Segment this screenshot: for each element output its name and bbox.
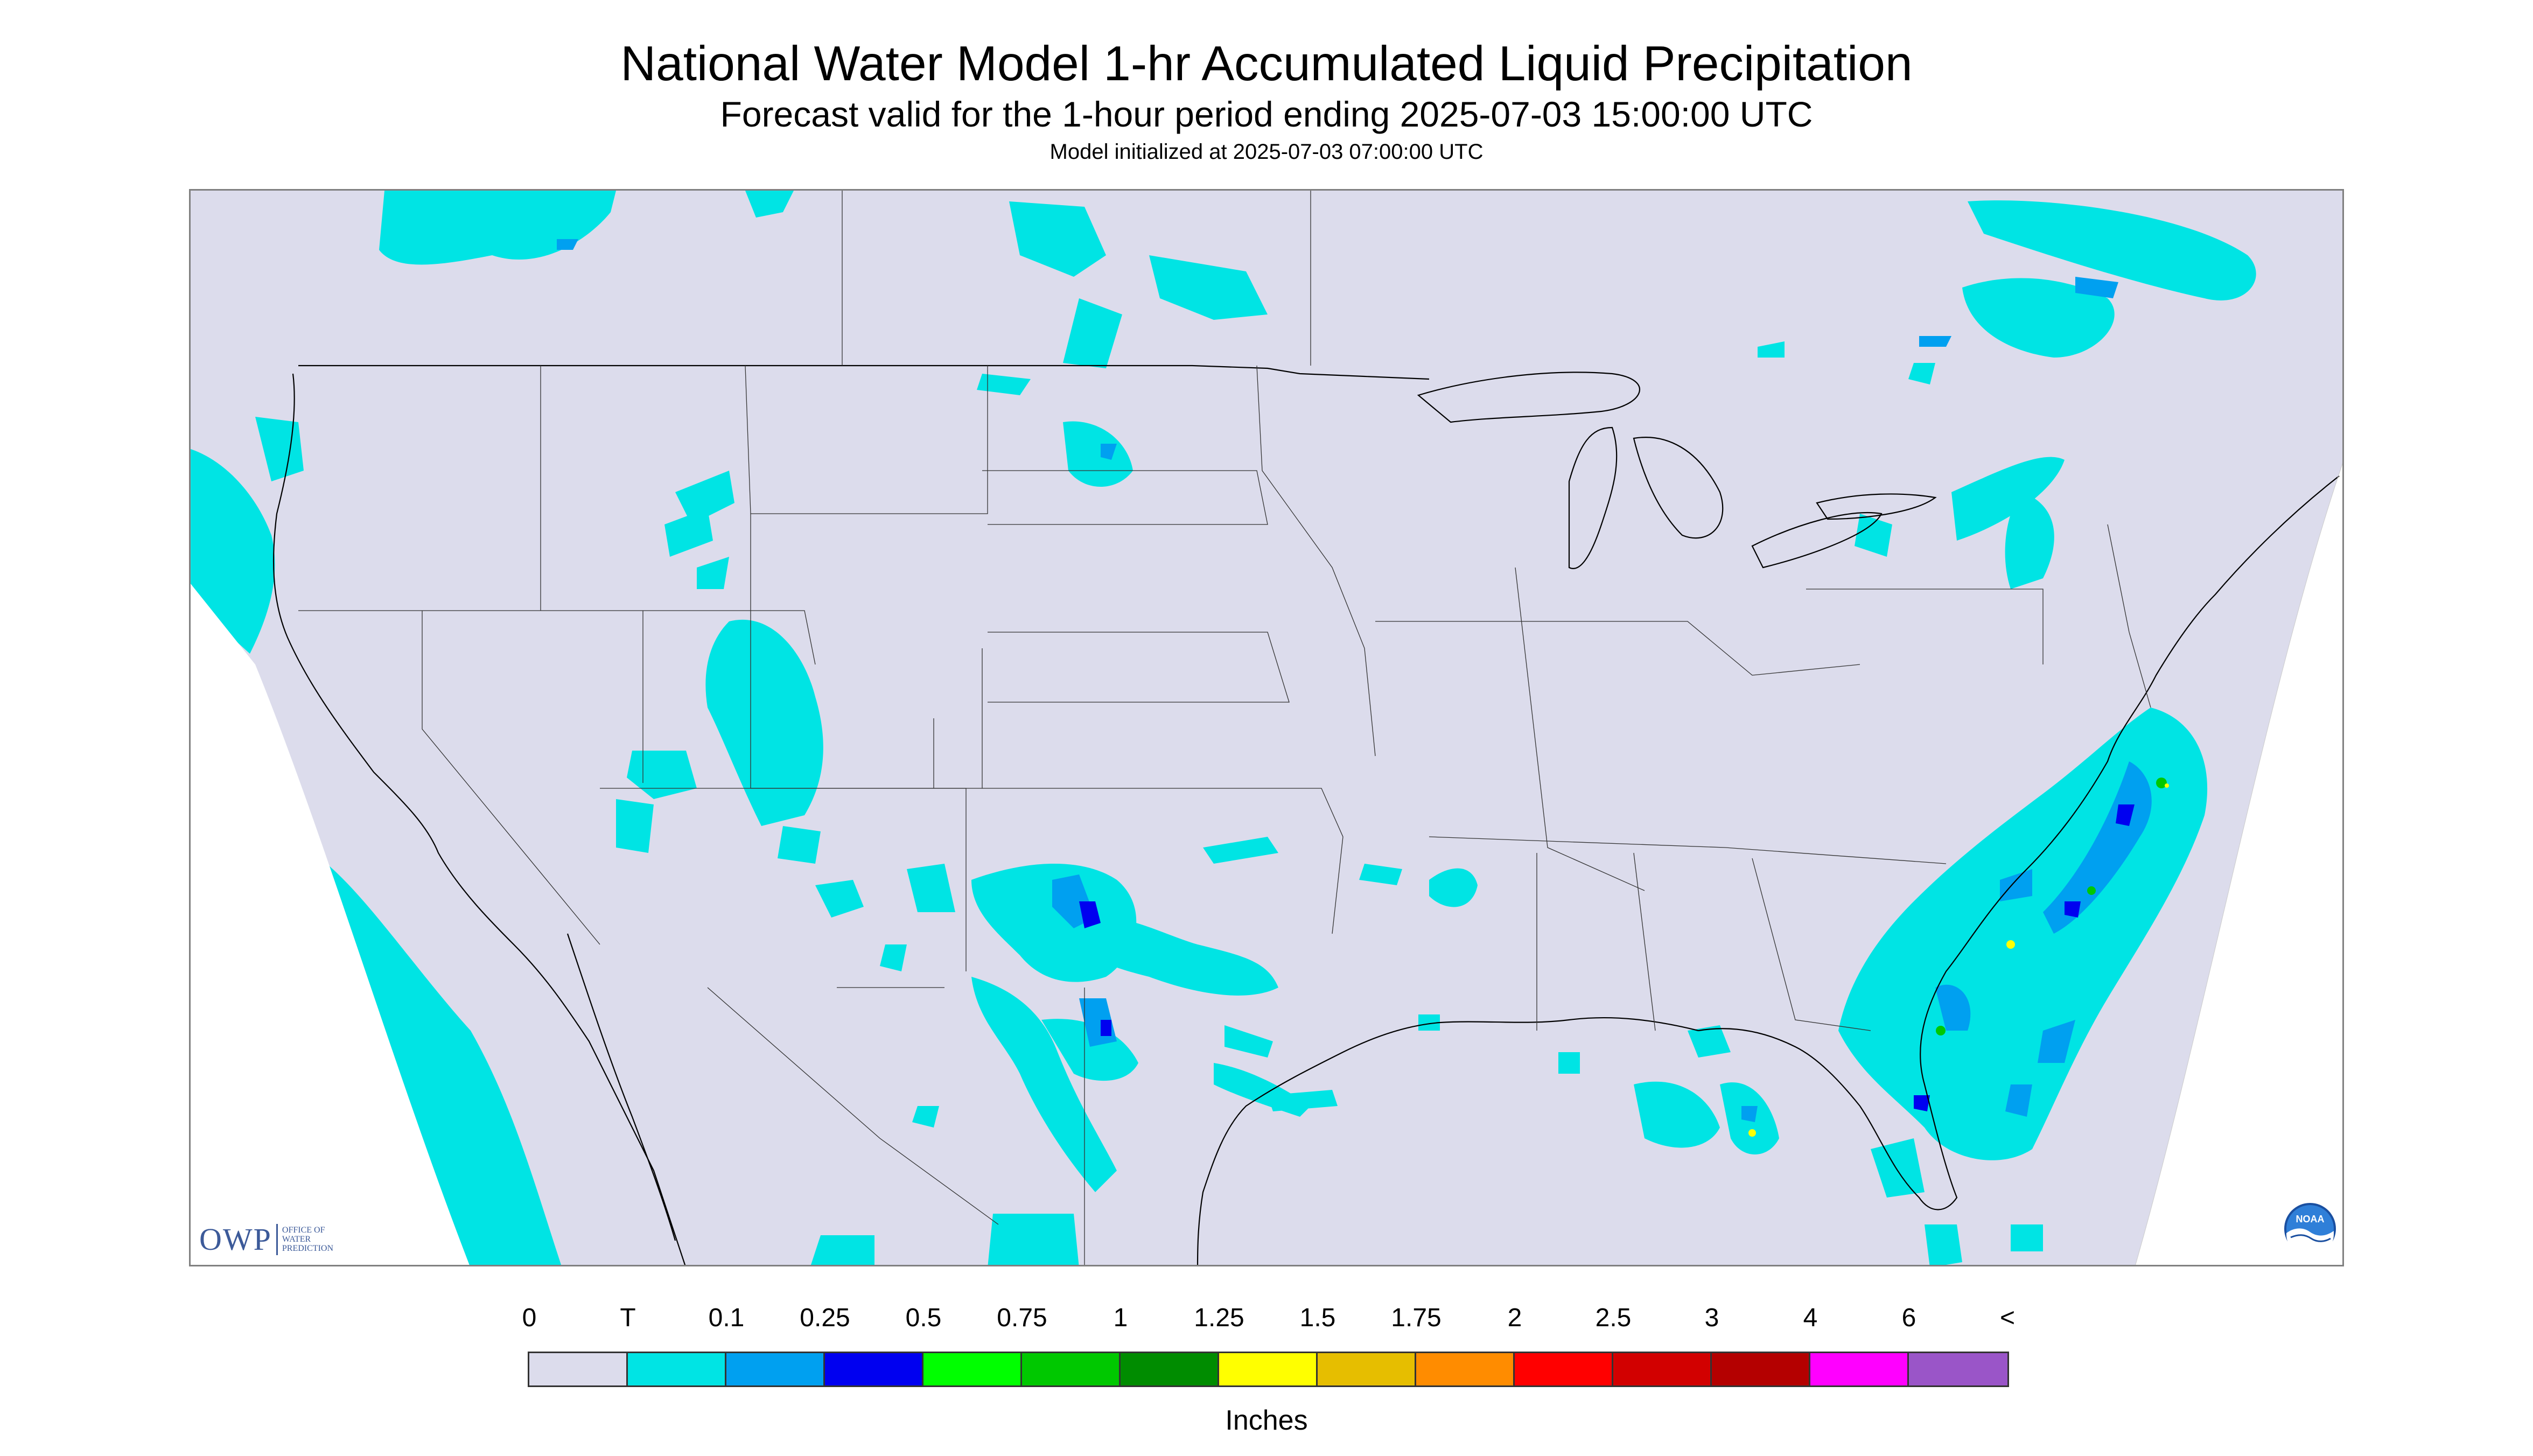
precipitation-map <box>189 189 2344 1266</box>
legend-swatch <box>1416 1353 1515 1385</box>
noaa-logo-text: NOAA <box>2296 1214 2325 1224</box>
legend-swatch <box>1909 1353 2007 1385</box>
legend-tick-label: 2.5 <box>1595 1304 1632 1332</box>
map-title: National Water Model 1-hr Accumulated Li… <box>620 37 1913 91</box>
legend-swatch <box>1712 1353 1810 1385</box>
legend-swatch <box>1121 1353 1219 1385</box>
noaa-logo: NOAA <box>2284 1203 2336 1256</box>
legend-units-label: Inches <box>1225 1405 1308 1436</box>
model-init-line: Model initialized at 2025-07-03 07:00:00… <box>1049 140 1484 164</box>
owp-logo-text: OFFICE OF WATER PREDICTION <box>282 1226 333 1253</box>
owp-logo-divider <box>276 1223 278 1255</box>
legend-tick-label: 0.75 <box>997 1304 1047 1332</box>
legend-tick-label: 2 <box>1507 1304 1522 1332</box>
legend-tick-label: 3 <box>1704 1304 1719 1332</box>
owp-logo-mark: OWP <box>199 1222 272 1257</box>
legend-color-bar <box>528 1352 2009 1387</box>
legend-swatch <box>1219 1353 1318 1385</box>
legend-tick-label: 1.5 <box>1299 1304 1336 1332</box>
legend-swatch <box>628 1353 726 1385</box>
legend-tick-label: 0.1 <box>708 1304 745 1332</box>
legend-tick-label: T <box>620 1304 636 1332</box>
legend-tick-label: 4 <box>1803 1304 1818 1332</box>
legend-swatch <box>825 1353 923 1385</box>
legend-swatch <box>1515 1353 1613 1385</box>
legend-tick-label: < <box>1999 1304 2016 1332</box>
forecast-valid-subtitle: Forecast valid for the 1-hour period end… <box>720 94 1813 134</box>
legend-swatch <box>1318 1353 1416 1385</box>
map-canvas <box>191 191 2342 1265</box>
legend-swatch <box>726 1353 825 1385</box>
legend-tick-label: 0.5 <box>905 1304 942 1332</box>
legend-tick-label: 1.75 <box>1391 1304 1442 1332</box>
legend-tick-label: 0.25 <box>800 1304 850 1332</box>
legend-tick-label: 1.25 <box>1194 1304 1244 1332</box>
legend-swatch <box>1613 1353 1712 1385</box>
legend-swatch <box>1810 1353 1909 1385</box>
heavy-precip-cells <box>1748 778 2169 1137</box>
legend-swatch <box>923 1353 1022 1385</box>
state-boundaries <box>298 191 2151 1265</box>
owp-logo: OWP OFFICE OF WATER PREDICTION <box>199 1221 333 1257</box>
legend-tick-label: 6 <box>1901 1304 1916 1332</box>
legend-tick-label: 0 <box>522 1304 537 1332</box>
legend-tick-labels: 0 T 0.1 0.25 0.5 0.75 1 1.25 1.5 1.75 2 2.5 3 4 6 < <box>522 1302 2016 1340</box>
geographic-boundaries <box>272 365 2340 1265</box>
legend-swatch <box>529 1353 628 1385</box>
legend-swatch <box>1022 1353 1121 1385</box>
moderate-precip-areas <box>1079 804 2135 1111</box>
legend-tick-label: 1 <box>1113 1304 1128 1332</box>
model-domain <box>191 191 2342 1265</box>
